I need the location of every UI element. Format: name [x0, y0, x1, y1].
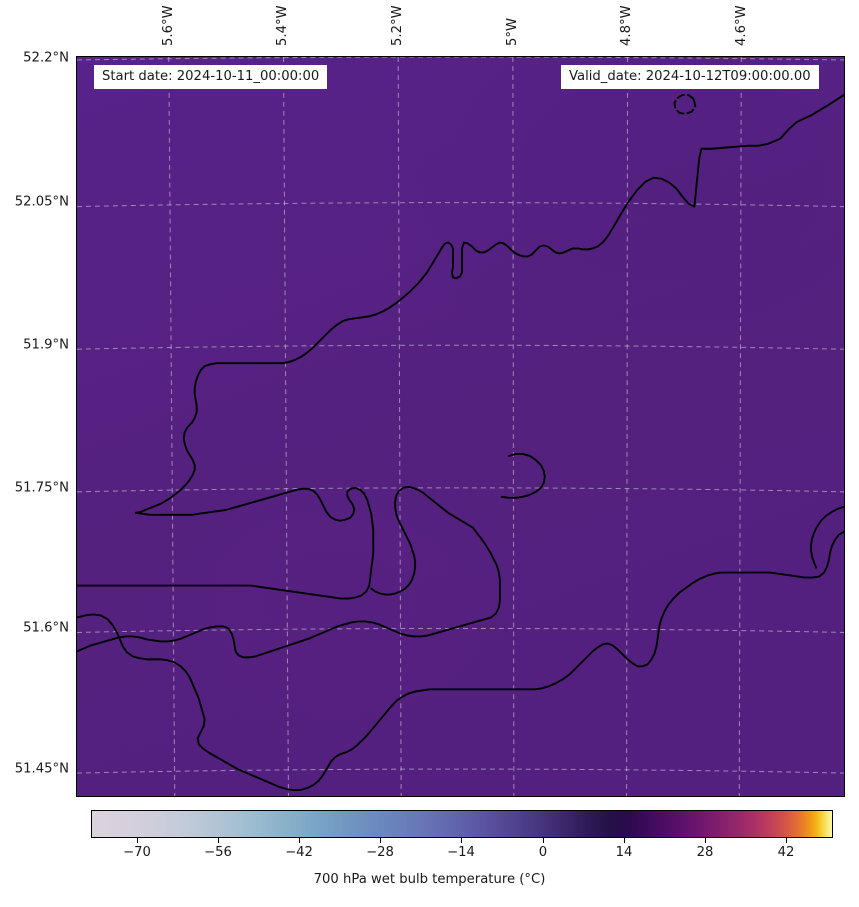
cb-tick-label--70: −70: [123, 845, 151, 860]
cb-tick-mark-42: [786, 838, 787, 843]
cb-tick-mark-28: [705, 838, 706, 843]
cb-tick-label-28: 28: [696, 845, 714, 860]
colorbar-gradient: [92, 811, 832, 837]
temperature-field-raster: [77, 57, 844, 796]
x-tick-label-5-6w: 5.6°W: [161, 5, 176, 46]
y-tick-label-52-2: 52.2°N: [23, 50, 69, 66]
x-tick-label-4-6w: 4.6°W: [734, 5, 749, 46]
map-axes[interactable]: [76, 56, 845, 797]
cb-tick-label-0: 0: [538, 845, 548, 860]
colorbar[interactable]: [91, 810, 833, 838]
colorbar-label-text: 700 hPa wet bulb temperature (: [313, 872, 525, 887]
degree-icon: °: [524, 872, 532, 887]
valid-date-annotation: Valid_date: 2024-10-12T09:00:00.00: [561, 65, 819, 90]
start-date-annotation: Start date: 2024-10-11_00:00:00: [94, 65, 328, 90]
cb-tick-label--42: −42: [285, 845, 313, 860]
cb-tick-mark-14: [624, 838, 625, 843]
y-tick-label-51-75: 51.75°N: [14, 480, 69, 496]
cb-tick-label--14: −14: [447, 845, 475, 860]
x-tick-label-5-2w: 5.2°W: [390, 5, 405, 46]
cb-tick-mark--28: [380, 838, 381, 843]
cb-tick-label-42: 42: [777, 845, 795, 860]
cb-tick-label--56: −56: [204, 845, 232, 860]
cb-tick-label-14: 14: [615, 845, 633, 860]
cb-tick-label--28: −28: [366, 845, 394, 860]
x-tick-label-5w: 5°W: [505, 17, 520, 46]
y-tick-label-51-9: 51.9°N: [23, 337, 69, 353]
colorbar-axis-label: 700 hPa wet bulb temperature (°C): [0, 872, 859, 887]
cb-tick-mark--70: [137, 838, 138, 843]
colorbar-label-unit: C): [531, 872, 546, 887]
y-tick-label-51-45: 51.45°N: [14, 761, 69, 777]
cb-tick-mark--14: [461, 838, 462, 843]
cb-tick-mark--56: [218, 838, 219, 843]
cb-tick-mark-0: [543, 838, 544, 843]
y-tick-label-52-05: 52.05°N: [14, 194, 69, 210]
x-tick-label-4-8w: 4.8°W: [619, 5, 634, 46]
cb-tick-mark--42: [299, 838, 300, 843]
x-tick-label-5-4w: 5.4°W: [275, 5, 290, 46]
y-tick-label-51-6: 51.6°N: [23, 620, 69, 636]
